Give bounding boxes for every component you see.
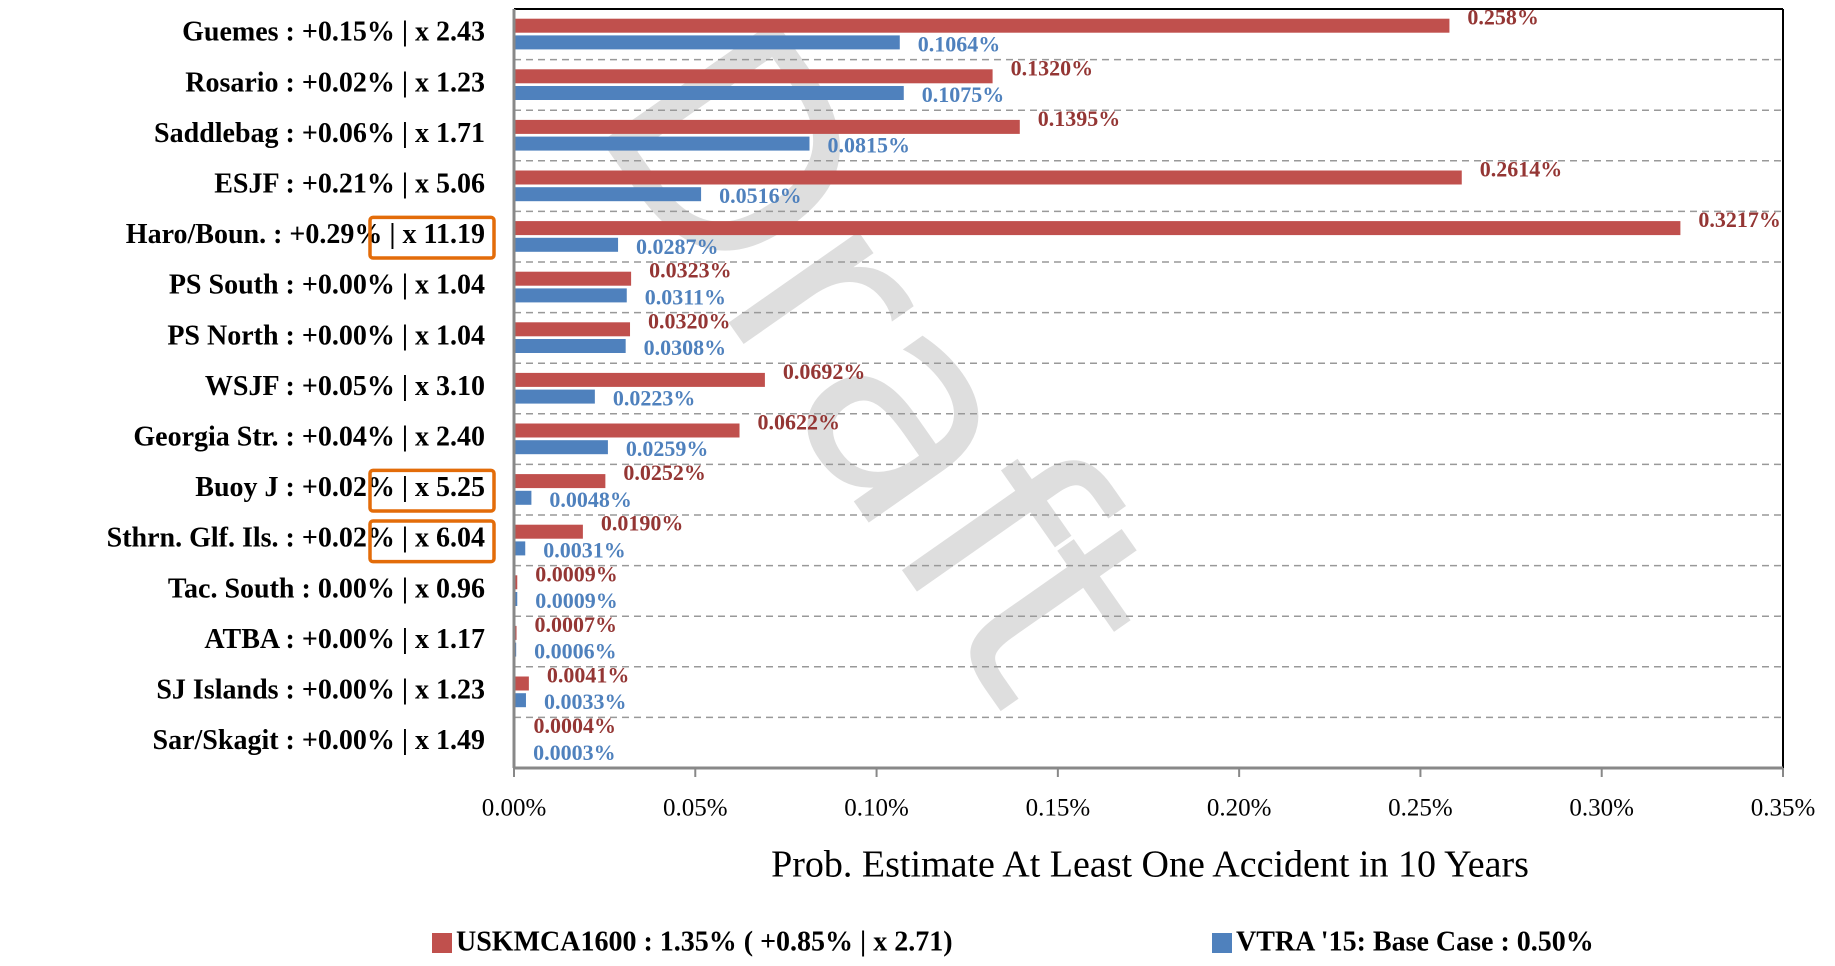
data-label: 0.0007% (535, 612, 618, 637)
bar (514, 69, 993, 84)
data-label: 0.0033% (544, 689, 627, 714)
data-label: 0.0692% (783, 359, 866, 384)
bar (514, 85, 904, 100)
data-label: 0.0004% (533, 713, 616, 738)
bar (514, 170, 1462, 185)
data-label: 0.0311% (645, 284, 726, 309)
x-tick-label: 0.20% (1207, 795, 1272, 822)
x-tick-label: 0.35% (1751, 795, 1816, 822)
category-label: PS South : +0.00% | x 1.04 (169, 270, 485, 301)
category-label: ATBA : +0.00% | x 1.17 (204, 624, 485, 655)
data-label: 0.0048% (549, 487, 632, 512)
highlight-box (368, 215, 496, 260)
category-label: Tac. South : 0.00% | x 0.96 (168, 573, 485, 604)
category-label: Sthrn. Glf. Ils. : +0.02% | x 6.04 (107, 523, 485, 554)
data-label: 0.0815% (827, 133, 910, 158)
data-label: 0.0003% (533, 740, 616, 765)
data-label: 0.1320% (1011, 55, 1093, 80)
data-label: 0.0287% (636, 234, 719, 259)
bar (514, 524, 583, 539)
bar (514, 136, 810, 151)
data-label: 0.0190% (601, 511, 684, 536)
x-tick-label: 0.30% (1569, 795, 1634, 822)
category-label: WSJF : +0.05% | x 3.10 (205, 371, 485, 402)
bar (514, 187, 702, 202)
legend-swatch (432, 933, 452, 953)
data-label: 0.0323% (649, 258, 732, 283)
category-label: Georgia Str. : +0.04% | x 2.40 (133, 422, 485, 453)
data-label: 0.0259% (626, 436, 709, 461)
data-label: 0.0041% (547, 663, 630, 688)
legend-label: USKMCA1600 : 1.35% ( +0.85% | x 2.71) (456, 926, 953, 957)
x-tick-label: 0.15% (1026, 795, 1091, 822)
category-label: PS North : +0.00% | x 1.04 (167, 320, 485, 351)
bar (514, 474, 606, 489)
data-label: 0.0006% (534, 639, 617, 664)
bar (514, 237, 619, 252)
highlight-box (368, 468, 496, 513)
bar (514, 288, 627, 303)
category-label: Guemes : +0.15% | x 2.43 (182, 17, 485, 48)
bar (514, 372, 765, 387)
data-label: 0.3217% (1698, 207, 1781, 232)
category-label: SJ Islands : +0.00% | x 1.23 (156, 675, 485, 706)
data-label: 0.1064% (918, 31, 1001, 56)
bar (514, 271, 632, 286)
data-label: 0.0516% (719, 183, 802, 208)
bar (514, 338, 626, 353)
x-tick-label: 0.25% (1388, 795, 1453, 822)
bar (514, 119, 1020, 134)
bar (514, 440, 608, 455)
bar (514, 322, 631, 337)
x-tick-label: 0.10% (844, 795, 909, 822)
category-label: ESJF : +0.21% | x 5.06 (214, 169, 485, 200)
category-label: Rosario : +0.02% | x 1.23 (185, 67, 485, 98)
bar (514, 575, 518, 590)
bar (514, 221, 1681, 236)
legend-swatch (1212, 933, 1232, 953)
bar (514, 35, 900, 50)
category-label: Saddlebag : +0.06% | x 1.71 (154, 118, 485, 149)
data-label: 0.0622% (758, 410, 841, 435)
data-label: 0.0009% (535, 588, 618, 613)
data-label: 0.0223% (613, 386, 696, 411)
data-label: 0.0009% (535, 561, 618, 586)
data-label: 0.0031% (543, 537, 626, 562)
data-label: 0.0252% (623, 460, 706, 485)
x-axis-title: Prob. Estimate At Least One Accident in … (771, 844, 1529, 886)
bar (514, 591, 518, 606)
x-tick-label: 0.05% (663, 795, 728, 822)
bar (514, 423, 740, 438)
bar (514, 676, 529, 691)
highlight-box (368, 519, 496, 564)
category-label: Sar/Skagit : +0.00% | x 1.49 (153, 725, 485, 756)
data-label: 0.2614% (1480, 157, 1563, 182)
bar (514, 18, 1450, 33)
bar (514, 693, 526, 708)
legend-label: VTRA '15: Base Case : 0.50% (1236, 926, 1594, 957)
data-label: 0.0308% (644, 335, 727, 360)
category-label: Haro/Boun. : +0.29% | x 11.19 (126, 219, 485, 250)
data-label: 0.1075% (922, 82, 1005, 107)
bar (514, 490, 532, 505)
data-label: 0.1395% (1038, 106, 1121, 131)
bar (514, 389, 595, 404)
category-label: Buoy J : +0.02% | x 5.25 (195, 472, 485, 503)
x-tick-label: 0.00% (482, 795, 547, 822)
bar (514, 541, 526, 556)
data-label: 0.0320% (648, 308, 731, 333)
